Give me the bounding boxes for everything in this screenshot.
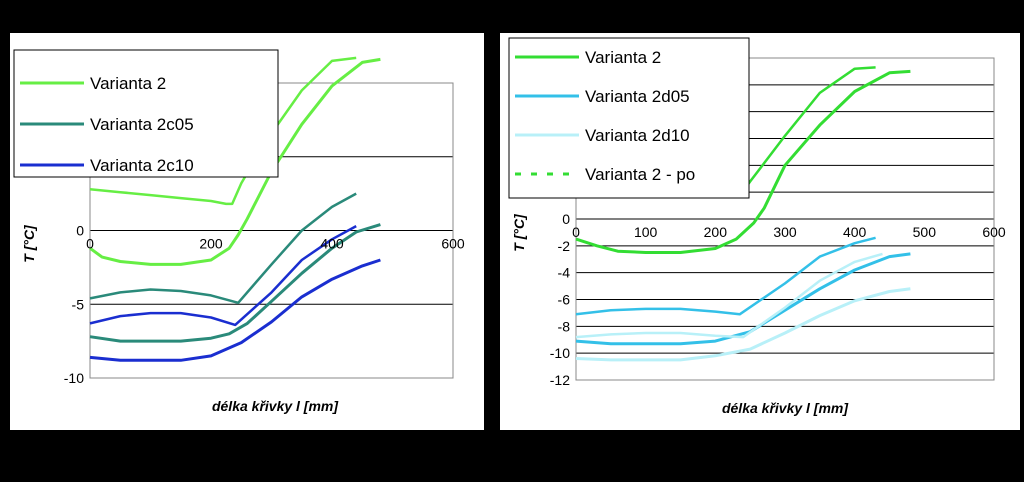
series-line-varianta-2d10	[575, 287, 911, 362]
legend-entry: Varianta 2c05	[90, 115, 194, 134]
x-tick-label: 200	[704, 224, 728, 240]
x-axis-label: délka křivky l [mm]	[212, 398, 339, 414]
y-axis-label: T [°C]	[511, 213, 527, 252]
series-line-varianta-2c10	[89, 258, 381, 362]
series-line-varianta-2d05	[575, 236, 876, 316]
legend-entry: Varianta 2c10	[90, 156, 194, 175]
x-tick-label: 200	[199, 236, 223, 252]
y-axis-label: T [°C]	[21, 224, 37, 263]
legend-entry: Varianta 2	[90, 74, 166, 93]
series-line-varianta-2	[89, 56, 357, 206]
x-tick-label: 300	[773, 224, 797, 240]
legend-entry: Varianta 2d10	[585, 126, 690, 145]
legend-entry: Varianta 2 - po	[585, 165, 695, 184]
y-tick-label: -4	[558, 265, 571, 281]
series-line-varianta-2	[89, 57, 381, 266]
y-tick-label: -6	[558, 292, 571, 308]
x-tick-label: 400	[320, 236, 344, 252]
x-tick-label: 0	[572, 224, 580, 240]
legend-box	[13, 49, 279, 178]
right-temperature-chart: -12-10-8-6-4-2020100200300400500600délka…	[508, 37, 1006, 416]
right-chart-panel: -12-10-8-6-4-2020100200300400500600délka…	[500, 33, 1020, 430]
y-tick-label: -8	[558, 318, 571, 334]
legend-entry: Varianta 2	[585, 48, 661, 67]
plot-border	[575, 57, 995, 381]
series-line-varianta-2	[575, 69, 911, 254]
y-tick-label: 0	[562, 211, 570, 227]
x-tick-label: 100	[634, 224, 658, 240]
legend-entry: Varianta 2d05	[585, 87, 690, 106]
legend: Varianta 2 Varianta 2c05 Varianta 2c10	[13, 49, 279, 178]
y-tick-label: 0	[76, 223, 84, 239]
left-temperature-chart: -10-5050200400600délka křivky l [mm]T [°…	[13, 49, 465, 414]
series-line-varianta-2c10	[89, 225, 357, 327]
x-tick-label: 400	[843, 224, 867, 240]
x-tick-label: 600	[441, 236, 465, 252]
x-tick-label: 500	[913, 224, 937, 240]
y-tick-label: -12	[550, 372, 570, 388]
series-line-varianta-2c05	[89, 223, 381, 343]
series-line-varianta-2d10	[575, 252, 883, 339]
x-axis-label: délka křivky l [mm]	[722, 400, 849, 416]
x-tick-label: 0	[86, 236, 94, 252]
legend-box	[508, 37, 750, 199]
y-tick-label: -10	[550, 345, 570, 361]
y-tick-label: -5	[72, 296, 85, 312]
legend: Varianta 2 Varianta 2d05 Varianta 2d10 Vari…	[508, 37, 750, 199]
series-line-varianta-2c05	[89, 192, 357, 305]
y-tick-label: -2	[558, 238, 571, 254]
left-chart-panel: -10-5050200400600délka křivky l [mm]T [°…	[10, 33, 484, 430]
y-tick-label: -10	[64, 370, 84, 386]
x-tick-label: 600	[982, 224, 1006, 240]
